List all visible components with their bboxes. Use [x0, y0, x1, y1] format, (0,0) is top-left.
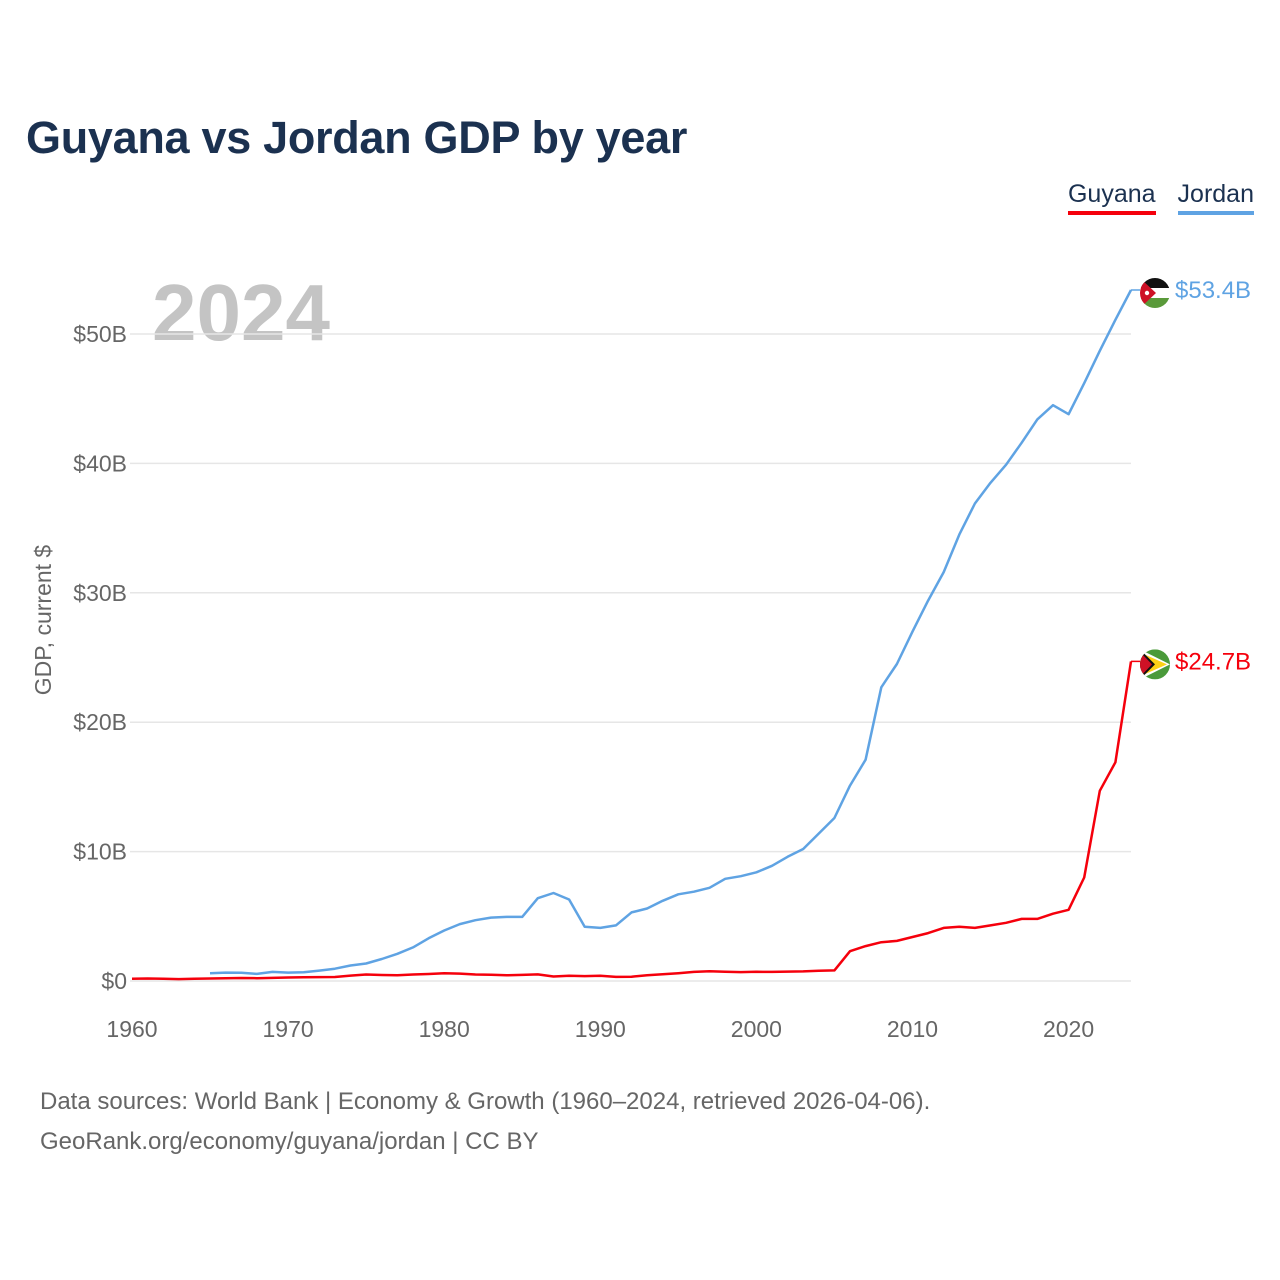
footer: Data sources: World Bank | Economy & Gro…: [40, 1082, 930, 1162]
y-tick-label: $30B: [73, 580, 127, 606]
y-tick-label: $20B: [73, 709, 127, 735]
jordan-flag-icon: [1140, 278, 1170, 308]
y-tick-label: $10B: [73, 839, 127, 865]
legend-item-guyana[interactable]: Guyana: [1067, 180, 1156, 215]
legend: Guyana Jordan: [1067, 180, 1254, 215]
legend-item-jordan[interactable]: Jordan: [1177, 180, 1254, 215]
x-tick-label: 1960: [106, 1016, 157, 1042]
x-tick-label: 1990: [575, 1016, 626, 1042]
x-tick-label: 1980: [419, 1016, 470, 1042]
x-tick-label: 1970: [263, 1016, 314, 1042]
end-value-label-jordan: $53.4B: [1175, 277, 1251, 304]
series-line-jordan: [209, 289, 1133, 976]
series-line-guyana: [131, 661, 1133, 981]
footer-link[interactable]: GeoRank.org/economy/guyana/jordan | CC B…: [40, 1128, 539, 1155]
grid: [130, 333, 1131, 982]
end-value-label-guyana: $24.7B: [1175, 648, 1251, 675]
series-lines: [131, 289, 1133, 981]
chart-title: Guyana vs Jordan GDP by year: [26, 112, 688, 163]
guyana-flag-icon: [1140, 649, 1170, 680]
x-axis-ticks: 1960 1970 1980 1990 2000 2010 2020: [106, 1016, 1094, 1042]
end-markers: $53.4B $24.7B: [1131, 277, 1251, 680]
year-label: 2024: [152, 268, 330, 357]
footer-source: Data sources: World Bank | Economy & Gro…: [40, 1088, 931, 1115]
y-axis-label: GDP, current $: [30, 545, 56, 696]
y-tick-label: $50B: [73, 321, 127, 347]
y-tick-label: $0: [101, 968, 127, 994]
y-axis-ticks: $0 $10B $20B $30B $40B $50B: [73, 321, 127, 994]
x-tick-label: 2000: [731, 1016, 782, 1042]
x-tick-label: 2010: [887, 1016, 938, 1042]
y-tick-label: $40B: [73, 450, 127, 476]
x-tick-label: 2020: [1043, 1016, 1094, 1042]
